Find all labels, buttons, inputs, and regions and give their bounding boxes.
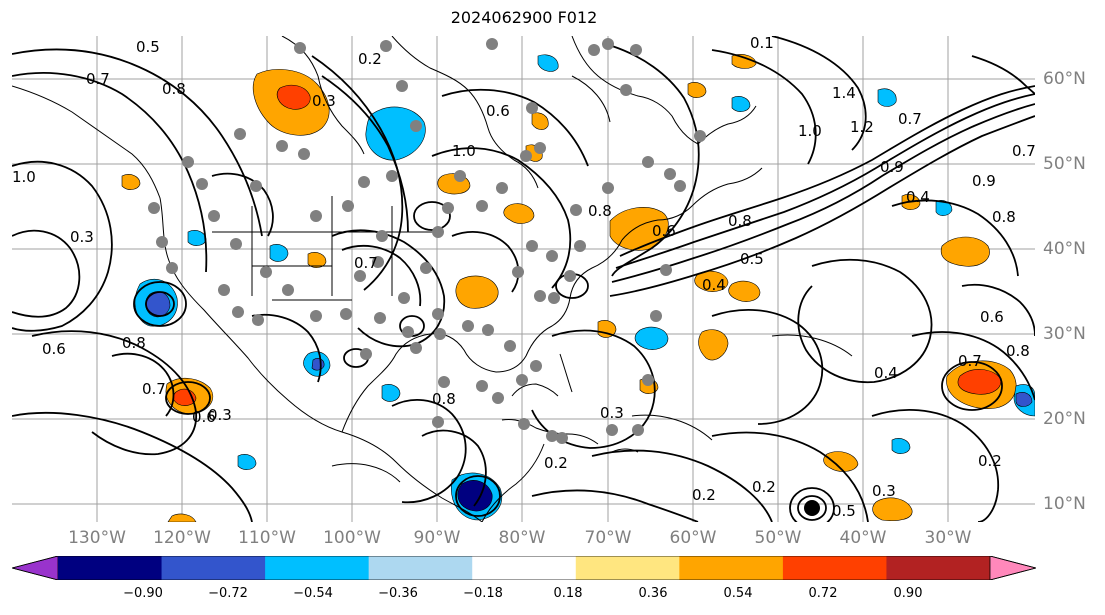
colorbar-segment [161,556,266,580]
colorbar-segment [886,556,991,580]
contour-label: 0.6 [192,408,216,426]
contour-label: 0.7 [86,70,110,88]
contour-label: 1.0 [798,122,822,140]
colorbar-extend-low [12,556,59,580]
contour-label: 0.8 [728,212,752,230]
lon-label: 90°W [413,528,461,548]
colorbar-segment [782,556,887,580]
contour-label: 0.4 [874,364,898,382]
lon-label: 130°W [68,528,126,548]
lon-label: 40°W [839,528,887,548]
contour-label: 0.4 [702,276,726,294]
lon-label: 80°W [498,528,546,548]
contour-label: 0.4 [906,188,930,206]
colorbar-segment [58,556,163,580]
contour-label: 0.8 [992,208,1016,226]
contour-label: 0.6 [42,340,66,358]
colorbar-segment [472,556,577,580]
contour-label: 0.3 [312,92,336,110]
contour-label: 0.2 [358,50,382,68]
colorbar-tick: −0.72 [208,586,248,601]
contour-label: 1.0 [12,168,36,186]
lat-label: 30°N [1043,324,1086,344]
colorbar [12,556,1036,580]
lon-label: 70°W [584,528,632,548]
contour-label: 0.7 [958,352,982,370]
colorbar-tick: −0.54 [293,586,333,601]
contour-label: 0.8 [122,334,146,352]
colorbar-segment [575,556,680,580]
contour-label: 0.5 [832,502,856,520]
contour-label: 1.4 [832,84,856,102]
colorbar-tick: −0.36 [378,586,418,601]
contour-label: 0.6 [980,308,1004,326]
contour-label: 0.3 [70,228,94,246]
colorbar-tick: −0.18 [463,586,503,601]
station-dots [148,38,706,444]
map-title: 2024062900 F012 [450,8,598,27]
lon-label: 120°W [153,528,211,548]
contour-label: 0.3 [600,404,624,422]
lat-label: 10°N [1043,494,1086,514]
colorbar-tick: 0.18 [553,586,583,601]
map-panel: 0.5 0.8 0.7 0.2 0.6 1.0 1.0 0.3 0.8 0.6 … [12,36,1035,522]
contour-label: 0.2 [752,478,776,496]
lon-label: 110°W [238,528,296,548]
contour-label: 0.7 [142,380,166,398]
colorbar-segment [368,556,473,580]
contour-label: 1.0 [452,142,476,160]
lon-label: 50°W [754,528,802,548]
contour-label: 0.8 [1006,342,1030,360]
colorbar-tick: 0.72 [808,586,838,601]
contour-rings [133,201,1003,522]
colorbar-segment [679,556,784,580]
colorbar-tick: 0.36 [638,586,668,601]
contour-label: 0.7 [1012,142,1035,160]
contour-label: 0.9 [972,172,996,190]
lat-label: 40°N [1043,239,1086,259]
lat-label: 60°N [1043,69,1086,89]
lat-label: 20°N [1043,409,1086,429]
contour-label: 0.2 [544,454,568,472]
contour-label: 0.6 [652,222,676,240]
contour-label: 0.7 [898,110,922,128]
contour-label: 0.3 [872,482,896,500]
colorbar-segment [265,556,370,580]
lon-label: 60°W [669,528,717,548]
contour-label: 0.2 [692,486,716,504]
colorbar-extend-high [989,556,1036,580]
contour-label: 0.1 [750,36,774,52]
contour-lines [12,36,1035,522]
colorbar-tick: −0.90 [123,586,163,601]
contour-label: 0.5 [740,250,764,268]
contour-label: 0.9 [880,158,904,176]
contour-label: 0.2 [978,452,1002,470]
contour-label: 0.6 [486,102,510,120]
weather-map: 0.5 0.8 0.7 0.2 0.6 1.0 1.0 0.3 0.8 0.6 … [12,36,1035,522]
colorbar-tick: 0.90 [893,586,923,601]
contour-label: 0.8 [432,390,456,408]
contour-label: 0.8 [162,80,186,98]
lon-label: 100°W [323,528,381,548]
lon-label: 30°W [924,528,972,548]
storm-center-icon [804,500,820,516]
thin-contours [331,75,853,483]
contour-label: 0.8 [588,202,612,220]
contour-labels: 0.5 0.8 0.7 0.2 0.6 1.0 1.0 0.3 0.8 0.6 … [12,36,1035,520]
contour-label: 0.3 [208,406,232,424]
contour-label: 0.7 [354,254,378,272]
lat-label: 50°N [1043,154,1086,174]
contour-label: 0.5 [136,38,160,56]
colorbar-tick: 0.54 [723,586,753,601]
contour-label: 1.2 [850,118,874,136]
